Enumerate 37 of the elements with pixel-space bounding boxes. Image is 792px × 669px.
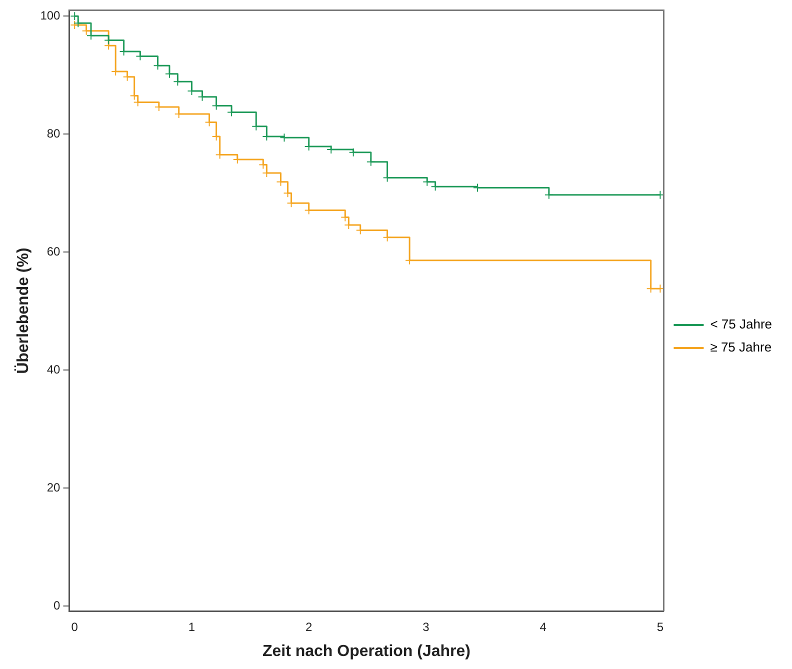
y-tick-label: 80 (46, 126, 61, 140)
x-tick-label: 1 (188, 620, 196, 634)
point (82, 26, 91, 36)
point (646, 284, 656, 294)
point (122, 72, 132, 82)
x-tick-label: 0 (71, 620, 78, 634)
point (258, 160, 268, 170)
x-axis-title: Zeit nach Operation (Jahre) (262, 642, 470, 660)
point (164, 69, 174, 78)
x-tick-label: 4 (540, 620, 547, 634)
y-tick-label: 20 (46, 480, 61, 494)
legend-label: ≥ 75 Jahre (710, 340, 772, 355)
point (656, 190, 664, 200)
point (382, 232, 392, 242)
y-tick-label: 40 (46, 362, 61, 376)
point (173, 77, 182, 86)
x-tick-label: 3 (422, 620, 430, 634)
y-tick-label: 0 (54, 598, 61, 612)
x-tick-label: 5 (656, 620, 664, 634)
point (544, 190, 554, 200)
point (280, 133, 289, 142)
y-axis-title: Überlebende (%) (14, 248, 32, 374)
point (252, 122, 261, 131)
point (422, 177, 432, 186)
point (405, 256, 414, 265)
y-tick-label: 60 (46, 244, 61, 258)
point (74, 18, 83, 28)
point (340, 212, 350, 222)
y-tick-label: 100 (40, 8, 61, 22)
point (348, 148, 358, 157)
point (430, 182, 440, 192)
point (366, 157, 376, 166)
point (70, 12, 80, 21)
point (212, 132, 221, 141)
x-tick-label: 2 (306, 620, 312, 634)
legend-label: < 75 Jahre (710, 316, 772, 332)
point (656, 284, 664, 294)
